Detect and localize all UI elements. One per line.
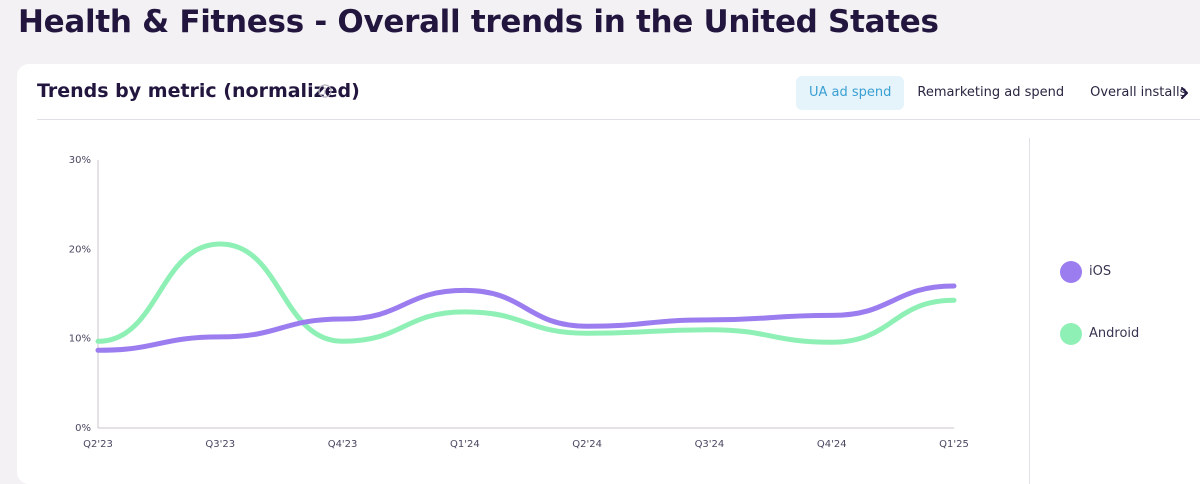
header-divider [37,119,1200,120]
x-tick-label: Q2'23 [83,439,113,450]
tab-overall-installs[interactable]: Overall installs [1090,85,1187,100]
chevron-right-icon[interactable] [1178,84,1192,102]
trends-card: Trends by metric (normalized) UA ad spen… [17,64,1200,484]
series-line-ios [95,283,957,353]
x-tick-label: Q1'25 [939,439,969,450]
line-chart: 0% 10% 20% 30% Q2'23 Q3'23 Q4'23 Q1'24 Q2'24 Q3'2… [69,155,969,450]
x-tick-label: Q1'24 [450,439,480,450]
tab-remarketing-ad-spend[interactable]: Remarketing ad spend [917,85,1065,100]
x-tick-label: Q4'24 [817,439,847,450]
tab-ua-ad-spend[interactable]: UA ad spend [796,76,905,110]
y-tick-label: 10% [69,334,91,345]
legend-swatch-ios [1060,261,1082,283]
page-title: Health & Fitness - Overall trends in the… [18,4,939,40]
card-header: Trends by metric (normalized) UA ad spen… [17,64,1200,120]
legend-label-android: Android [1089,326,1140,341]
x-tick-label: Q3'23 [205,439,235,450]
y-tick-label: 0% [75,423,91,434]
metric-tabs: UA ad spend Remarketing ad spend Overall… [796,76,1199,110]
info-icon[interactable] [318,84,332,98]
x-tick-label: Q2'24 [572,439,602,450]
legend-divider [1029,138,1030,484]
card-title: Trends by metric (normalized) [37,80,360,102]
x-tick-label: Q3'24 [695,439,725,450]
legend-swatch-android [1060,323,1082,345]
y-tick-label: 30% [69,155,91,166]
series-line-android [95,241,957,345]
legend-label-ios: iOS [1089,264,1112,279]
y-tick-label: 20% [69,244,91,255]
x-tick-label: Q4'23 [328,439,358,450]
